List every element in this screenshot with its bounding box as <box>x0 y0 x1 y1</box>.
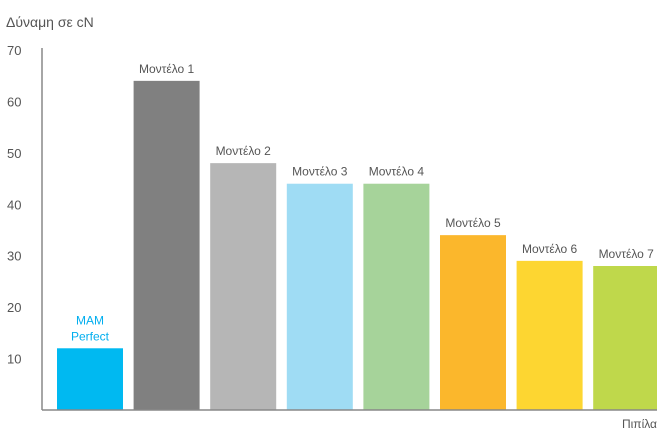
y-tick-label: 20 <box>7 300 21 315</box>
y-tick-label: 40 <box>7 197 21 212</box>
bar-label: Μοντέλο 6 <box>522 242 578 256</box>
bar-labels: MAM Perfect Μοντέλο 1 Μοντέλο 2 Μοντέλο 3 Μον… <box>71 62 654 343</box>
y-tick-label: 30 <box>7 249 21 264</box>
bar <box>57 348 123 410</box>
bar <box>133 80 200 410</box>
bar-label: Μοντέλο 1 <box>139 62 195 76</box>
bar <box>593 266 657 410</box>
y-tick-label: 60 <box>7 94 21 109</box>
bar-label: Μοντέλο 4 <box>369 165 425 179</box>
bar-label: Μοντέλο 3 <box>292 165 348 179</box>
bar-label: Perfect <box>71 329 110 343</box>
y-axis-ticks: 10 20 30 40 50 60 70 <box>7 43 21 367</box>
bar <box>516 260 583 410</box>
bar-label: Μοντέλο 7 <box>599 247 655 261</box>
bar-label: MAM <box>76 313 104 327</box>
y-tick-label: 50 <box>7 146 21 161</box>
bar <box>440 235 506 410</box>
bar-label: Μοντέλο 5 <box>445 216 501 230</box>
y-tick-label: 70 <box>7 43 21 58</box>
bar-label: Μοντέλο 2 <box>216 144 272 158</box>
bars <box>57 80 657 410</box>
bar <box>363 183 430 410</box>
bar <box>286 183 353 410</box>
y-axis-label: Δύναμη σε cN <box>6 14 94 30</box>
x-axis-label: Πιπίλα <box>622 417 657 431</box>
y-tick-label: 10 <box>7 352 21 367</box>
bar <box>210 163 277 410</box>
